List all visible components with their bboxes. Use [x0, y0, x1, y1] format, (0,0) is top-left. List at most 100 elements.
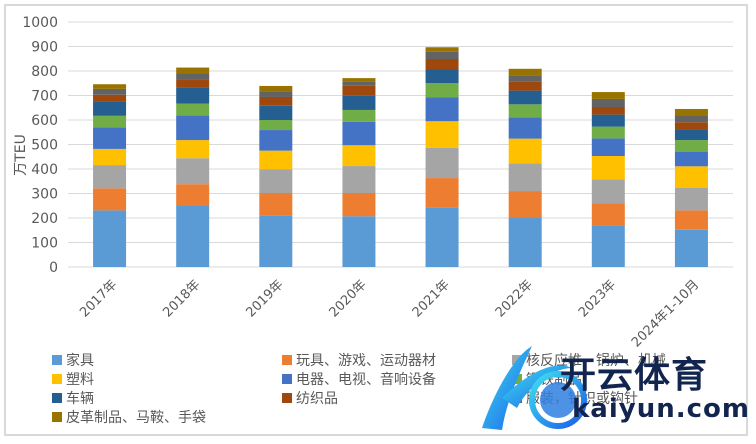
bar-segment	[259, 120, 293, 131]
bar-segment	[425, 178, 459, 208]
bar-segment	[508, 191, 542, 218]
bar-segment	[259, 193, 293, 216]
legend-item: 家具	[52, 350, 94, 369]
bar-segment	[93, 188, 127, 211]
y-tick-label: 1000	[22, 15, 58, 31]
bar-segment	[425, 83, 459, 98]
bar-segment	[176, 184, 210, 206]
bar-segment	[425, 207, 459, 267]
legend-swatch	[282, 392, 292, 403]
y-tick-label: 500	[31, 138, 58, 154]
bar-segment	[259, 96, 293, 106]
bar-segment	[259, 150, 293, 170]
bar-segment	[425, 58, 459, 70]
bar-segment	[176, 103, 210, 116]
bar-segment	[342, 193, 376, 217]
bar-segment	[342, 216, 376, 267]
y-tick-label: 0	[49, 260, 58, 276]
bar-segment	[591, 203, 625, 226]
bar-segment	[674, 108, 708, 116]
bar-segment	[508, 90, 542, 105]
legend-label: 纺织品	[296, 390, 338, 407]
bar-segment	[342, 78, 376, 82]
legend-label: 服装，针织或钩针	[526, 390, 638, 407]
bar-segment	[425, 147, 459, 179]
bar-segment	[591, 92, 625, 99]
legend-item: 纺织品	[282, 388, 338, 407]
legend-label: 钢铁制品	[526, 371, 582, 388]
bar-segment	[176, 67, 210, 74]
x-tick-label: 2024年1-10月	[629, 277, 702, 350]
bar-segment	[259, 91, 293, 97]
legend-item: 塑料	[52, 369, 94, 388]
bar-segment	[591, 225, 625, 267]
legend-swatch	[512, 354, 522, 365]
y-axis-label: 万TEU	[13, 134, 29, 176]
bar-segment	[342, 81, 376, 86]
bar-segment	[591, 138, 625, 157]
bar-segment	[674, 122, 708, 130]
x-tick-label: 2019年	[243, 277, 286, 320]
y-tick-label: 100	[31, 236, 58, 252]
legend-swatch	[52, 373, 62, 384]
bar-segment	[259, 169, 293, 194]
legend-label: 皮革制品、马鞍、手袋	[66, 409, 206, 426]
bar-segment	[508, 138, 542, 164]
legend-item: 核反应堆、锅炉、机械	[512, 350, 666, 369]
x-tick-label: 2023年	[576, 277, 619, 320]
bar-segment	[259, 85, 293, 92]
bar-segment	[93, 94, 127, 102]
legend-label: 玩具、游戏、运动器材	[296, 352, 436, 369]
legend-item: 皮革制品、马鞍、手袋	[52, 407, 206, 426]
bar-segment	[425, 121, 459, 148]
bar-segment	[259, 215, 293, 267]
bar-segment	[93, 165, 127, 189]
legend-label: 塑料	[66, 371, 94, 388]
bar-segment	[508, 117, 542, 139]
bar-segment	[176, 73, 210, 80]
legend-label: 电器、电视、音响设备	[296, 371, 436, 388]
bar-segment	[591, 126, 625, 139]
bar-segment	[508, 218, 542, 267]
legend-item: 玩具、游戏、运动器材	[282, 350, 436, 369]
bar-segment	[425, 51, 459, 59]
x-tick-label: 2020年	[327, 277, 370, 320]
legend-item: 钢铁制品	[512, 369, 582, 388]
bar-segment	[342, 166, 376, 194]
bar-segment	[93, 210, 127, 267]
bar-segment	[591, 98, 625, 108]
bar-segment	[508, 163, 542, 192]
bar-segment	[674, 129, 708, 141]
y-tick-label: 700	[31, 89, 58, 105]
bar-segment	[176, 158, 210, 185]
bar-segment	[508, 104, 542, 118]
legend-item: 车辆	[52, 388, 94, 407]
legend-swatch	[512, 373, 522, 384]
bar-segment	[591, 156, 625, 180]
bar-segment	[93, 101, 127, 116]
x-tick-label: 2018年	[160, 277, 203, 320]
legend-item: 电器、电视、音响设备	[282, 369, 436, 388]
stacked-bar-chart: 0 100 200 300 400 500 600 700 800 900 1000 2017年 201…	[22, 15, 733, 350]
bar-segment	[93, 127, 127, 149]
legend-swatch	[282, 373, 292, 384]
bar-segment	[259, 105, 293, 120]
bar-segment	[93, 84, 127, 89]
bar-segment	[176, 87, 210, 104]
bar-segment	[176, 205, 210, 267]
bar-segment	[674, 210, 708, 230]
bar-segment	[93, 115, 127, 128]
bar-segment	[425, 47, 459, 52]
x-tick-label: 2022年	[493, 277, 536, 320]
bar-segment	[342, 95, 376, 110]
bar-segment	[591, 114, 625, 127]
bar-segment	[674, 187, 708, 211]
bar-segment	[425, 69, 459, 84]
bar-segment	[342, 109, 376, 122]
legend-label: 车辆	[66, 390, 94, 407]
bar-segment	[674, 151, 708, 167]
legend-swatch	[52, 392, 62, 403]
x-tick-label: 2017年	[77, 277, 120, 320]
y-tick-label: 300	[31, 187, 58, 203]
legend-swatch	[52, 354, 62, 365]
